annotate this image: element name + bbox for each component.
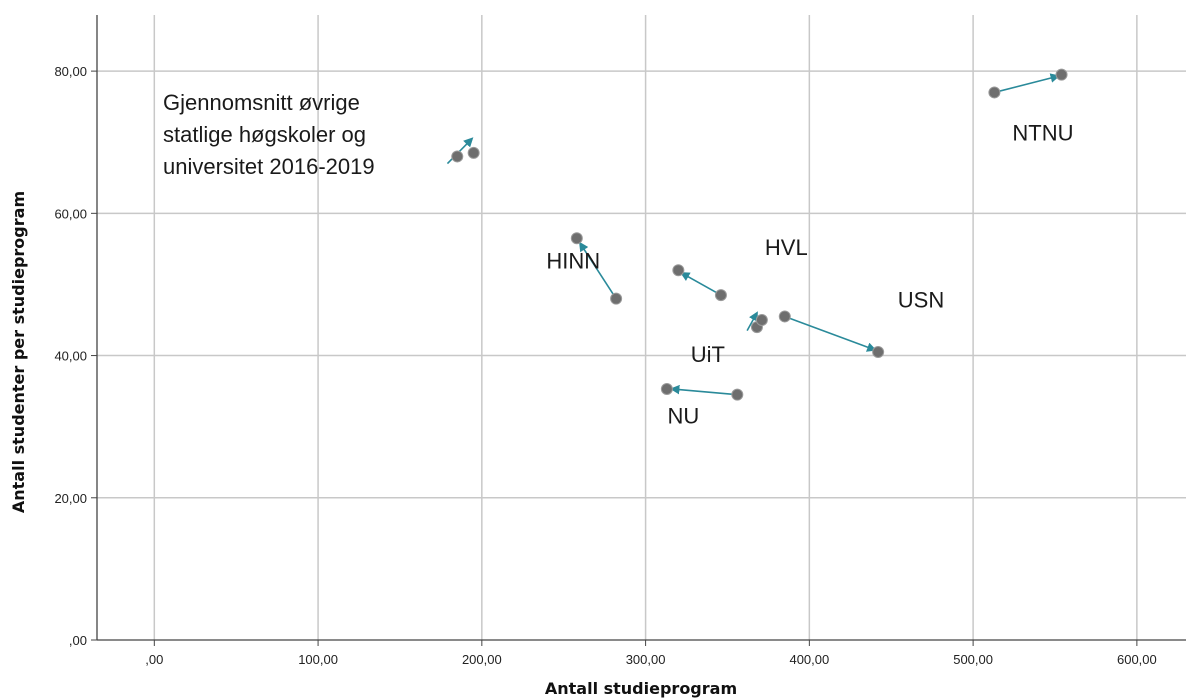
x-axis-title: Antall studieprogram bbox=[545, 679, 737, 698]
point-label: HVL bbox=[765, 235, 808, 260]
labels: Gjennomsnitt øvrige statlige høgskoler og… bbox=[163, 90, 1074, 429]
data-point bbox=[714, 289, 727, 302]
y-tick-label: 40,00 bbox=[54, 349, 87, 364]
grid bbox=[97, 15, 1186, 640]
data-point bbox=[610, 292, 623, 305]
data-point bbox=[570, 232, 583, 245]
arrows bbox=[446, 73, 1061, 396]
x-tick-label: 500,00 bbox=[953, 652, 993, 667]
y-tick-label: 80,00 bbox=[54, 64, 87, 79]
trend-arrow bbox=[994, 73, 1061, 94]
data-point bbox=[731, 388, 744, 401]
point-label: USN bbox=[898, 287, 944, 312]
trend-arrow bbox=[679, 272, 722, 296]
data-point bbox=[872, 346, 885, 358]
data-point bbox=[672, 264, 685, 277]
point-label: Gjennomsnitt øvrige statlige høgskoler og… bbox=[163, 90, 375, 179]
axes: ,00 100,00 200,00 300,00 400,00 500,00 600,00,… bbox=[54, 15, 1186, 667]
trend-arrow bbox=[784, 315, 877, 352]
data-point bbox=[778, 310, 791, 323]
x-tick-label: 400,00 bbox=[789, 652, 829, 667]
point-label: NTNU bbox=[1012, 120, 1073, 145]
y-tick-label: 60,00 bbox=[54, 206, 87, 221]
x-tick-label: 300,00 bbox=[626, 652, 666, 667]
x-tick-label: ,00 bbox=[145, 652, 163, 667]
x-tick-label: 200,00 bbox=[462, 652, 502, 667]
data-point bbox=[988, 86, 1001, 99]
y-axis-title: Antall studenter per studieprogram bbox=[9, 191, 28, 513]
y-tick-label: ,00 bbox=[69, 633, 87, 648]
trend-arrow bbox=[579, 241, 617, 300]
data-point bbox=[1055, 68, 1068, 81]
x-tick-label: 600,00 bbox=[1117, 652, 1157, 667]
data-point bbox=[467, 146, 480, 159]
data-point bbox=[451, 150, 464, 163]
data-point bbox=[660, 382, 673, 395]
y-tick-label: 20,00 bbox=[54, 491, 87, 506]
point-label: NU bbox=[668, 404, 700, 429]
trend-arrow bbox=[669, 384, 738, 396]
x-tick-label: 100,00 bbox=[298, 652, 338, 667]
points bbox=[451, 68, 1068, 401]
trend-arrow bbox=[746, 311, 758, 332]
point-label: HINN bbox=[546, 249, 600, 274]
point-label: UiT bbox=[691, 342, 725, 367]
data-point bbox=[755, 314, 768, 326]
